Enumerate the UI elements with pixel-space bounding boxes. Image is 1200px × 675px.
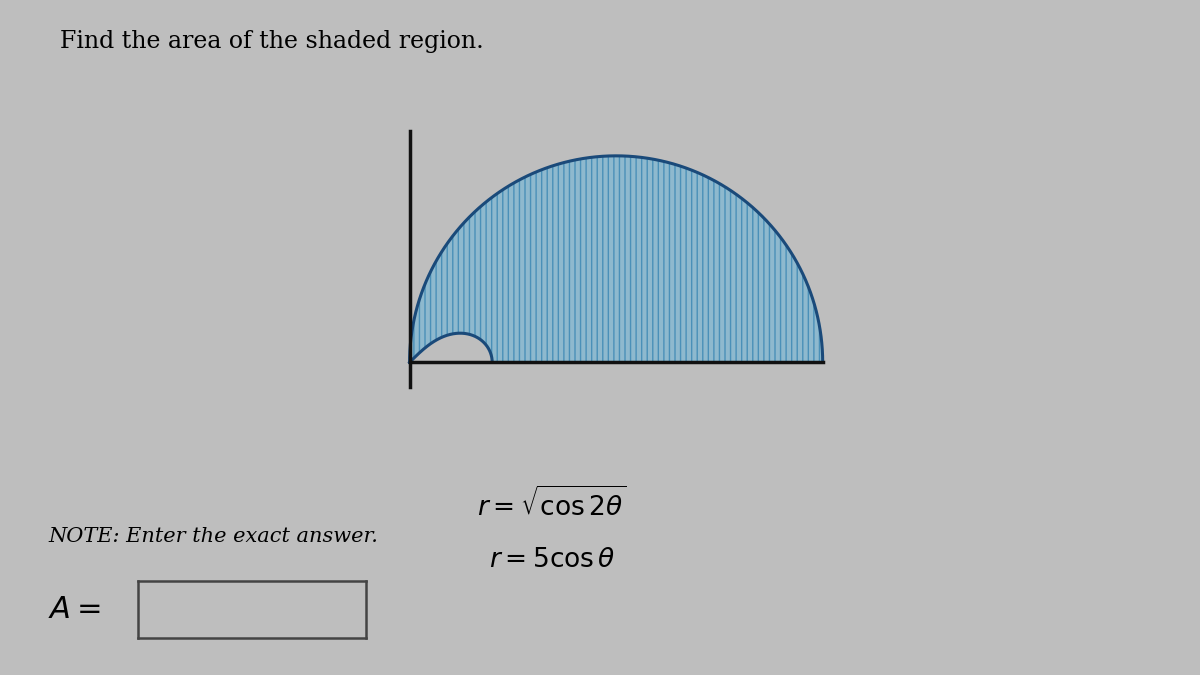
Text: $A =$: $A =$	[48, 594, 101, 625]
Polygon shape	[409, 156, 823, 362]
Text: Find the area of the shaded region.: Find the area of the shaded region.	[60, 30, 484, 53]
Text: $r = 5\cos\theta$: $r = 5\cos\theta$	[488, 547, 616, 572]
Text: NOTE: Enter the exact answer.: NOTE: Enter the exact answer.	[48, 526, 378, 545]
Text: $r = \sqrt{\cos 2\theta}$: $r = \sqrt{\cos 2\theta}$	[478, 486, 626, 520]
Polygon shape	[409, 333, 492, 362]
